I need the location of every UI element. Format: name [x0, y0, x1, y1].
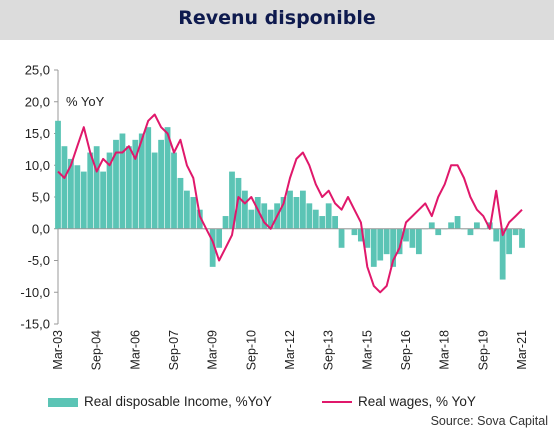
income-bar: [158, 139, 165, 229]
income-bar: [280, 197, 287, 229]
legend-income-swatch: [48, 397, 78, 407]
income-bar: [287, 190, 293, 229]
y-tick-label: 0,0: [32, 221, 50, 236]
x-tick-label: Mar-06: [128, 330, 142, 370]
income-bar: [229, 171, 235, 229]
income-bar: [235, 177, 242, 229]
income-bar: [100, 171, 107, 229]
chart: 25,0 20,0 15,0 10,0 5,0 0,0 -5,0 -10,0 -15,0 % Yo…: [20, 63, 529, 371]
income-bar: [448, 222, 455, 229]
income-bar: [177, 177, 184, 229]
x-tick-label: Mar-03: [51, 330, 65, 370]
income-bar: [216, 228, 223, 248]
income-bar: [377, 228, 384, 261]
income-bar: [403, 228, 409, 242]
income-bar: [473, 222, 480, 229]
unit-label: % YoY: [66, 94, 105, 109]
income-bar: [55, 120, 61, 229]
income-bar: [241, 190, 248, 229]
income-bar: [132, 139, 139, 229]
income-bar: [113, 139, 119, 229]
x-tick-label: Mar-15: [360, 330, 374, 370]
income-bar: [467, 228, 474, 236]
y-tick-label: 25,0: [25, 63, 50, 78]
income-bar: [493, 228, 500, 242]
y-tick-label: 5,0: [32, 190, 50, 205]
page-title: Revenu disponible: [178, 7, 376, 29]
income-bar: [435, 228, 442, 236]
y-tick-label: -15,0: [20, 317, 50, 332]
income-bar: [312, 209, 319, 229]
income-bar: [254, 197, 261, 229]
income-bar: [390, 228, 397, 267]
income-bar: [190, 197, 197, 229]
income-bar: [67, 158, 74, 229]
income-bar: [319, 216, 326, 229]
income-bar: [428, 222, 435, 229]
x-tick-label: Sep-13: [322, 330, 336, 370]
income-bar: [61, 146, 68, 229]
income-bar: [370, 228, 377, 267]
income-bar: [171, 152, 177, 229]
x-tick-label: Sep-07: [167, 330, 181, 370]
income-bar: [267, 209, 274, 229]
x-tick-label: Mar-21: [515, 330, 529, 370]
income-bar: [106, 152, 113, 229]
legend-wages-label: Real wages, % YoY: [358, 394, 476, 409]
income-bar: [506, 228, 513, 255]
header-bar: Revenu disponible: [0, 0, 554, 40]
income-bar: [454, 216, 461, 229]
y-tick-label: -10,0: [20, 285, 50, 300]
legend-income: Real disposable Income, %YoY: [48, 394, 272, 414]
income-bar: [145, 127, 152, 229]
x-tick-label: Sep-10: [244, 330, 258, 370]
legend-wages-swatch: [322, 401, 352, 404]
income-bar: [196, 209, 203, 229]
income-bar: [80, 171, 87, 229]
income-bar: [364, 228, 371, 248]
y-tick-label: 20,0: [25, 94, 50, 109]
x-tick-label: Sep-16: [399, 330, 413, 370]
x-tick-label: Sep-19: [476, 330, 490, 370]
income-bar: [338, 228, 345, 248]
income-bar: [299, 190, 306, 229]
income-bar: [151, 152, 158, 229]
income-bar: [351, 228, 358, 236]
y-tick-label: 10,0: [25, 158, 50, 173]
income-bar: [261, 203, 268, 229]
income-bar: [499, 228, 506, 280]
income-bar: [93, 146, 100, 229]
income-bar: [415, 228, 422, 255]
income-bar: [164, 127, 171, 229]
income-bar: [138, 133, 145, 229]
income-bar: [396, 228, 403, 255]
income-bar: [74, 165, 81, 229]
x-tick-label: Mar-12: [283, 330, 297, 370]
income-bar: [512, 228, 519, 236]
x-tick-label: Mar-09: [206, 330, 220, 370]
income-bar: [125, 146, 132, 229]
income-bar: [222, 216, 229, 229]
legend-income-label: Real disposable Income, %YoY: [84, 394, 272, 409]
income-bar: [209, 228, 216, 267]
wages-line: [57, 113, 523, 294]
income-bar: [357, 228, 364, 242]
income-bar: [183, 190, 190, 229]
income-bar: [383, 228, 390, 255]
x-tick-label: Mar-18: [438, 330, 452, 370]
income-bar: [325, 203, 332, 229]
income-bar: [306, 203, 313, 229]
legend-wages: Real wages, % YoY: [322, 394, 476, 414]
source-note: Source: Sova Capital: [430, 414, 548, 428]
income-bar: [248, 209, 255, 229]
income-bar: [409, 228, 416, 248]
income-bar: [519, 228, 525, 248]
x-tick-label: Sep-04: [90, 330, 104, 370]
y-tick-label: 15,0: [25, 126, 50, 141]
y-tick-label: -5,0: [28, 253, 50, 268]
income-bar: [332, 216, 339, 229]
income-bar: [87, 152, 94, 229]
income-bar: [293, 197, 300, 229]
income-bar: [119, 133, 126, 229]
